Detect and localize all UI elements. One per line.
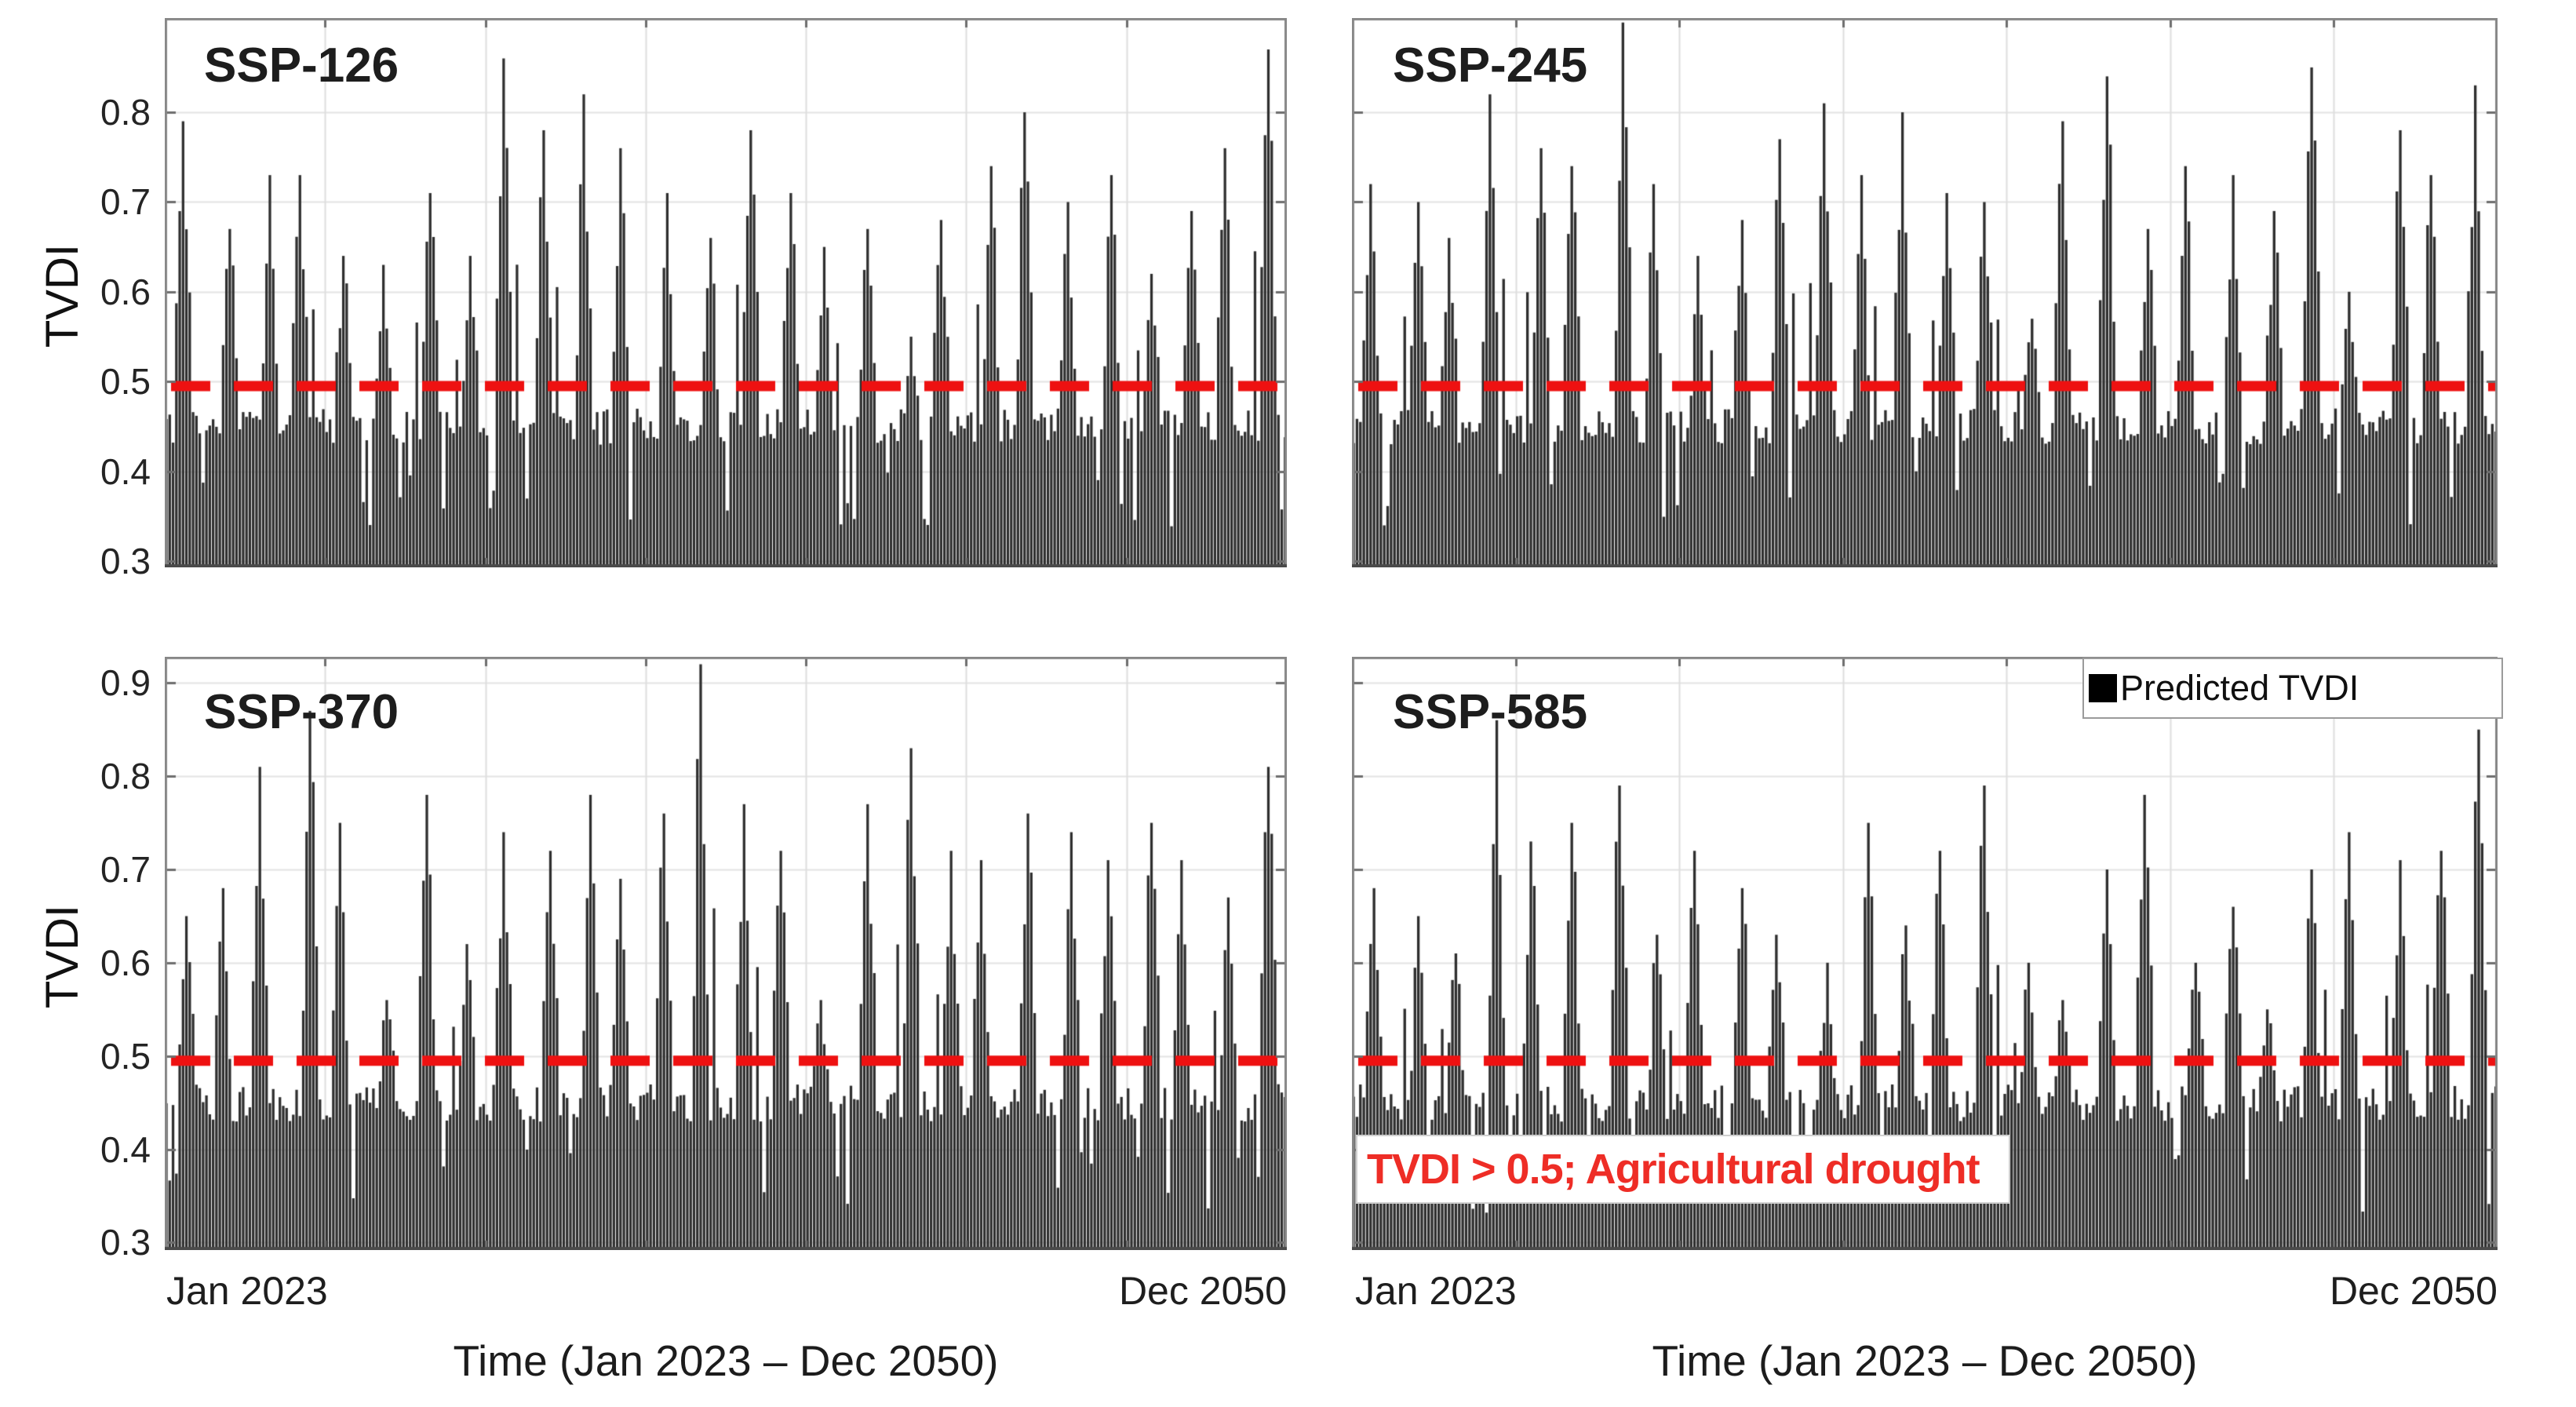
bars-plot-ssp370 <box>165 657 1287 1250</box>
x-tick-start-left-panel: Jan 2023 <box>166 1269 328 1313</box>
y-tick-label: 0.7 <box>100 849 151 891</box>
panel-ssp126 <box>165 18 1287 567</box>
legend-box: Predicted TVDI <box>2082 658 2503 719</box>
x-tick-start-right-panel: Jan 2023 <box>1355 1269 1517 1313</box>
panel-title-ssp126: SSP-126 <box>204 38 399 93</box>
y-tick-label: 0.8 <box>100 756 151 797</box>
panel-title-ssp245: SSP-245 <box>1393 38 1588 93</box>
x-axis-label-left: Time (Jan 2023 – Dec 2050) <box>453 1336 999 1385</box>
x-tick-end-left-panel: Dec 2050 <box>1118 1269 1287 1313</box>
drought-threshold-annotation: TVDI > 0.5; Agricultural drought <box>1356 1135 2010 1204</box>
y-tick-label: 0.6 <box>100 942 151 983</box>
panel-ssp245 <box>1352 18 2498 567</box>
y-tick-label: 0.3 <box>100 1222 151 1263</box>
y-tick-label: 0.4 <box>100 450 151 492</box>
panel-title-ssp370: SSP-370 <box>204 685 399 739</box>
bars-plot-ssp245 <box>1352 18 2498 567</box>
y-tick-label: 0.5 <box>100 361 151 403</box>
y-tick-label: 0.9 <box>100 662 151 704</box>
y-tick-label: 0.4 <box>100 1128 151 1170</box>
panel-ssp370 <box>165 657 1287 1250</box>
y-tick-label: 0.8 <box>100 92 151 133</box>
drought-threshold-annotation-text: TVDI > 0.5; Agricultural drought <box>1367 1146 1980 1193</box>
y-tick-label: 0.3 <box>100 540 151 581</box>
y-tick-label: 0.7 <box>100 181 151 223</box>
y-tick-label: 0.5 <box>100 1035 151 1077</box>
legend-label: Predicted TVDI <box>2120 668 2359 708</box>
x-axis-label-right: Time (Jan 2023 – Dec 2050) <box>1652 1336 2198 1385</box>
legend-black-square-swatch <box>2089 674 2117 702</box>
panel-title-ssp585: SSP-585 <box>1393 685 1588 739</box>
x-tick-end-right-panel: Dec 2050 <box>2329 1269 2498 1313</box>
bars-plot-ssp126 <box>165 18 1287 567</box>
y-tick-label: 0.6 <box>100 271 151 312</box>
